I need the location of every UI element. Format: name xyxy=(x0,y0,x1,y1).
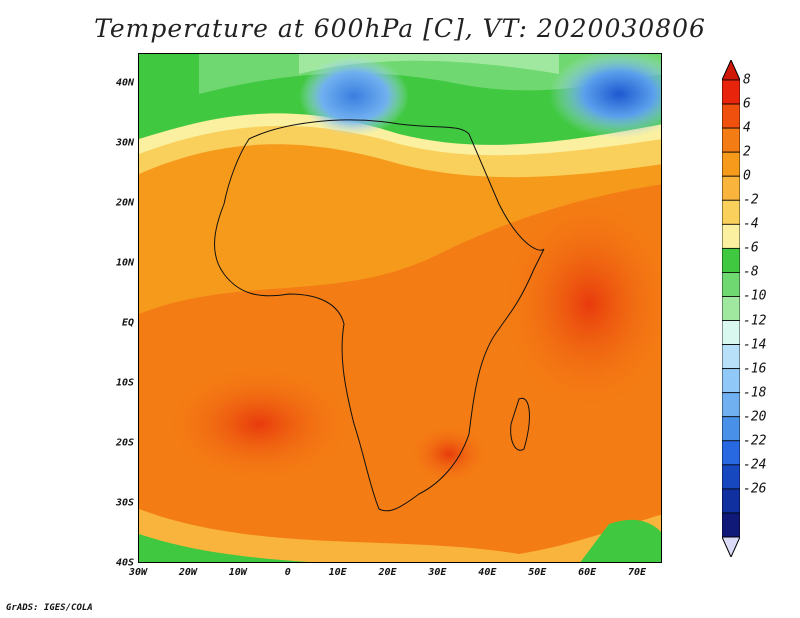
field-south-yellow xyxy=(139,509,661,562)
lat-tick-label: 20S xyxy=(115,437,134,449)
lon-tick-label: 30W xyxy=(128,567,148,578)
lat-tick-label: 20N xyxy=(115,197,134,209)
colorbar xyxy=(722,60,740,557)
field-hot-atlantic xyxy=(164,364,354,484)
colorbar-label: -22 xyxy=(743,433,767,449)
lon-tick-label: 40E xyxy=(478,567,497,578)
lon-tick-label: 30E xyxy=(428,567,447,578)
colorbar-box xyxy=(722,151,740,177)
chart-title: Temperature at 600hPa [C], VT: 202003080… xyxy=(94,14,706,43)
colorbar-label: -16 xyxy=(743,361,767,377)
colorbar-box xyxy=(722,103,740,129)
colorbar-label: -6 xyxy=(743,240,759,256)
colorbar-box xyxy=(722,512,740,538)
lat-tick-label: EQ xyxy=(121,317,134,329)
colorbar-box xyxy=(722,175,740,201)
lon-tick-label: 0 xyxy=(284,567,291,578)
colorbar-label: -4 xyxy=(743,216,759,232)
colorbar-box xyxy=(722,440,740,466)
colorbar-label: -24 xyxy=(743,457,767,473)
colorbar-label: -20 xyxy=(743,409,767,425)
colorbar-label: 2 xyxy=(743,144,751,160)
colorbar-label: -8 xyxy=(743,264,759,280)
lon-tick-label: 10E xyxy=(328,567,347,578)
field-hot-indian xyxy=(499,194,661,414)
colorbar-box xyxy=(722,272,740,297)
colorbar-box xyxy=(722,392,740,418)
colorbar-box xyxy=(722,296,740,321)
africa-coastline xyxy=(214,119,545,512)
temperature-map xyxy=(138,53,662,563)
colorbar-label: 6 xyxy=(743,96,751,112)
lat-tick-label: 10S xyxy=(115,377,134,389)
field-south-green-e xyxy=(580,519,661,562)
field-south-green xyxy=(139,534,309,562)
field-cold-med xyxy=(299,56,409,136)
footer-credit: GrADS: IGES/COLA xyxy=(6,603,93,613)
lat-tick-label: 30N xyxy=(115,137,134,149)
colorbar-box xyxy=(722,127,740,153)
colorbar-label: -2 xyxy=(743,192,759,208)
colorbar-label: -26 xyxy=(743,481,767,497)
lat-tick-label: 30S xyxy=(115,497,134,509)
colorbar-box xyxy=(722,416,740,442)
lon-tick-label: 20W xyxy=(178,567,197,578)
colorbar-box xyxy=(722,320,740,345)
field-cold-asia xyxy=(549,54,661,139)
lon-tick-label: 50E xyxy=(528,567,547,578)
colorbar-box xyxy=(722,223,740,249)
madagascar-outline xyxy=(510,397,530,451)
colorbar-label: 8 xyxy=(743,72,751,88)
colorbar-label: -14 xyxy=(743,337,767,353)
colorbar-label: -18 xyxy=(743,385,767,401)
lon-tick-label: 10W xyxy=(228,567,247,578)
colorbar-box xyxy=(722,199,740,225)
colorbar-box xyxy=(722,79,740,105)
colorbar-box xyxy=(722,488,740,514)
colorbar-box xyxy=(722,344,740,370)
lat-tick-label: 40S xyxy=(115,557,134,569)
colorbar-label: 0 xyxy=(743,168,751,184)
lat-tick-label: 10N xyxy=(115,257,134,269)
colorbar-box xyxy=(722,247,740,273)
colorbar-top-arrow xyxy=(722,60,740,81)
colorbar-bottom-arrow xyxy=(722,536,740,557)
colorbar-label: 4 xyxy=(743,120,751,136)
field-hot-south xyxy=(409,424,489,484)
lat-tick-label: 40N xyxy=(115,77,134,89)
lon-tick-label: 20E xyxy=(378,567,397,578)
colorbar-label: -10 xyxy=(743,288,767,304)
colorbar-box xyxy=(722,368,740,394)
lon-tick-label: 60E xyxy=(578,567,597,578)
colorbar-box xyxy=(722,464,740,490)
colorbar-label: -12 xyxy=(743,313,767,329)
lon-tick-label: 70E xyxy=(628,567,647,578)
